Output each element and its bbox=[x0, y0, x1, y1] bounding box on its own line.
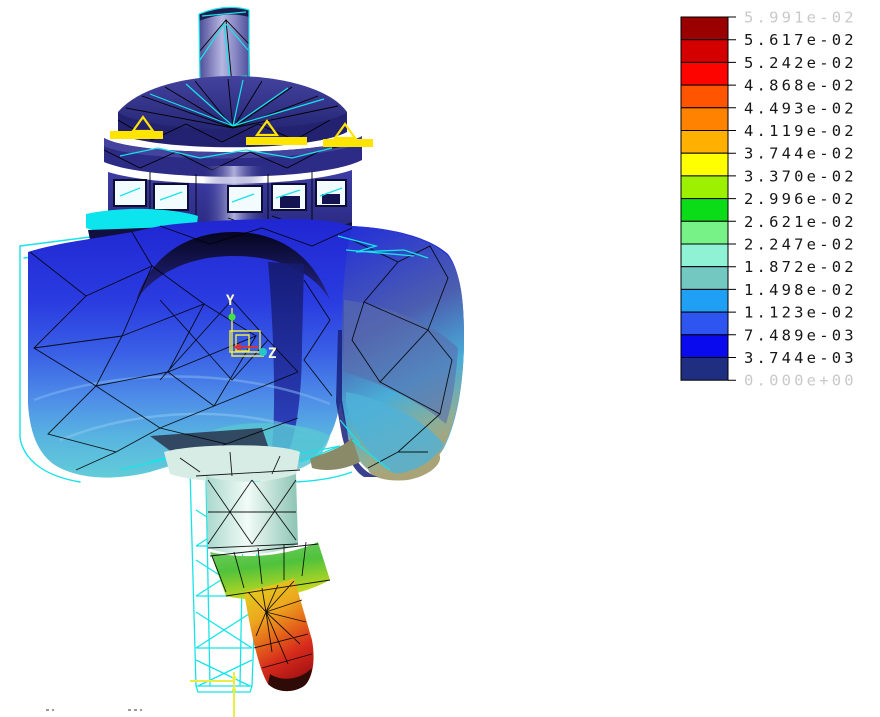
fea-model: Y Z bbox=[19, 6, 464, 717]
disk-top bbox=[118, 76, 347, 138]
disk-fan-mesh bbox=[103, 78, 353, 171]
under-body-khaki bbox=[310, 438, 360, 470]
constraint-triangle bbox=[130, 115, 156, 133]
colorbar-label: 7.489e-03 bbox=[744, 326, 857, 344]
colorbar-label: 2.621e-02 bbox=[744, 213, 857, 231]
step-ring-top bbox=[104, 136, 362, 159]
runner-body bbox=[28, 219, 464, 484]
colorbar-box bbox=[680, 334, 729, 358]
shaft-flange bbox=[164, 445, 300, 482]
shaft-tip-cap bbox=[268, 668, 312, 692]
top-shaft-wireframe bbox=[198, 6, 250, 87]
coordinate-triad: Y Z bbox=[226, 293, 276, 362]
body-contour-arc bbox=[33, 375, 331, 406]
constraint-triangles bbox=[130, 115, 358, 140]
colorbar-label: 5.991e-02 bbox=[744, 9, 857, 27]
colorbar-box bbox=[680, 311, 729, 336]
shaft-upper-cylinder bbox=[206, 474, 298, 555]
cage-window-shadow bbox=[280, 196, 300, 208]
constraint-bar bbox=[246, 137, 307, 145]
right-blade-inner-shadow bbox=[336, 330, 378, 477]
bottom-mark bbox=[52, 709, 54, 711]
triad-y-node bbox=[228, 313, 236, 321]
axis-marker-node bbox=[232, 676, 236, 692]
cage-window bbox=[227, 185, 263, 213]
colorbar-box bbox=[680, 266, 729, 290]
colorbar-label: 5.242e-02 bbox=[744, 54, 857, 72]
colorbar-box bbox=[680, 198, 729, 222]
constraint-markers bbox=[110, 115, 373, 147]
constraint-triangle bbox=[332, 122, 358, 140]
right-blade-slate-band bbox=[344, 300, 458, 424]
colorbar-label: 2.996e-02 bbox=[744, 190, 857, 208]
cage-wireframe-marks bbox=[119, 187, 343, 203]
colorbar-label: 4.119e-02 bbox=[744, 122, 857, 140]
colorbar-box bbox=[680, 39, 729, 63]
colorbar-label: 1.498e-02 bbox=[744, 281, 857, 299]
bottom-mark bbox=[134, 709, 137, 711]
colorbar-label: 5.617e-02 bbox=[744, 31, 857, 49]
constraint-bar bbox=[110, 131, 163, 139]
right-blade-teal-band bbox=[346, 392, 444, 476]
cage-window-shadow bbox=[322, 194, 340, 204]
triad-z-label: Z bbox=[268, 346, 276, 362]
triad-x-arrow bbox=[232, 343, 258, 351]
triad-y-label: Y bbox=[226, 293, 235, 309]
colorbar-box bbox=[680, 61, 729, 86]
cage-window bbox=[113, 179, 147, 207]
top-shaft-body bbox=[199, 7, 250, 86]
bottom-mark bbox=[46, 709, 49, 711]
wireframe-left-offset bbox=[19, 245, 81, 483]
colorbar-label: 0.000e+00 bbox=[744, 372, 857, 390]
colorbar-label: 2.247e-02 bbox=[744, 236, 857, 254]
right-blade-khaki-edge bbox=[368, 452, 441, 481]
body-arch-opening bbox=[136, 232, 330, 300]
body-mesh bbox=[29, 225, 453, 471]
triad-z-node bbox=[259, 348, 267, 356]
lower-shaft-mesh bbox=[179, 451, 331, 669]
colorbar-box bbox=[680, 84, 729, 109]
colorbar-ticks bbox=[728, 16, 736, 381]
colorbar-label: 1.872e-02 bbox=[744, 258, 857, 276]
bottom-edge-marks bbox=[46, 709, 142, 711]
colorbar-box bbox=[680, 16, 729, 41]
colorbar-legend: 5.991e-02 5.617e-02 5.242e-02 4.868e-02 … bbox=[680, 9, 857, 390]
cage-window bbox=[153, 183, 189, 211]
colorbar-labels: 5.991e-02 5.617e-02 5.242e-02 4.868e-02 … bbox=[744, 9, 857, 390]
colorbar-box bbox=[680, 152, 729, 177]
disk-fan-wireframe bbox=[119, 79, 333, 159]
bottom-mark bbox=[140, 709, 142, 711]
colorbar-box bbox=[680, 107, 729, 132]
colorbar-label: 3.370e-02 bbox=[744, 167, 857, 185]
upper-disks bbox=[103, 76, 362, 177]
body-slot-channel bbox=[268, 262, 304, 452]
lower-shaft bbox=[164, 445, 331, 692]
colorbar-box bbox=[680, 243, 729, 268]
colorbar-label: 4.493e-02 bbox=[744, 99, 857, 117]
colorbar-label: 3.744e-03 bbox=[744, 349, 857, 367]
colorbar-label: 4.868e-02 bbox=[744, 77, 857, 95]
colorbar-box bbox=[680, 357, 729, 381]
top-shaft bbox=[198, 6, 250, 87]
shaft-tip bbox=[244, 578, 314, 692]
colorbar-label: 1.123e-02 bbox=[744, 304, 857, 322]
colorbar-boxes bbox=[680, 16, 729, 381]
constraint-triangle bbox=[254, 119, 280, 137]
axis-marker bbox=[190, 672, 236, 717]
top-shaft-mesh bbox=[198, 18, 250, 85]
bottom-mark bbox=[128, 709, 131, 711]
colorbar-label: 3.744e-02 bbox=[744, 145, 857, 163]
colorbar-box bbox=[680, 220, 729, 245]
colorbar-box bbox=[680, 130, 729, 154]
constraint-bar bbox=[323, 139, 373, 147]
colorbar-box bbox=[680, 175, 729, 200]
colorbar-box bbox=[680, 288, 729, 313]
